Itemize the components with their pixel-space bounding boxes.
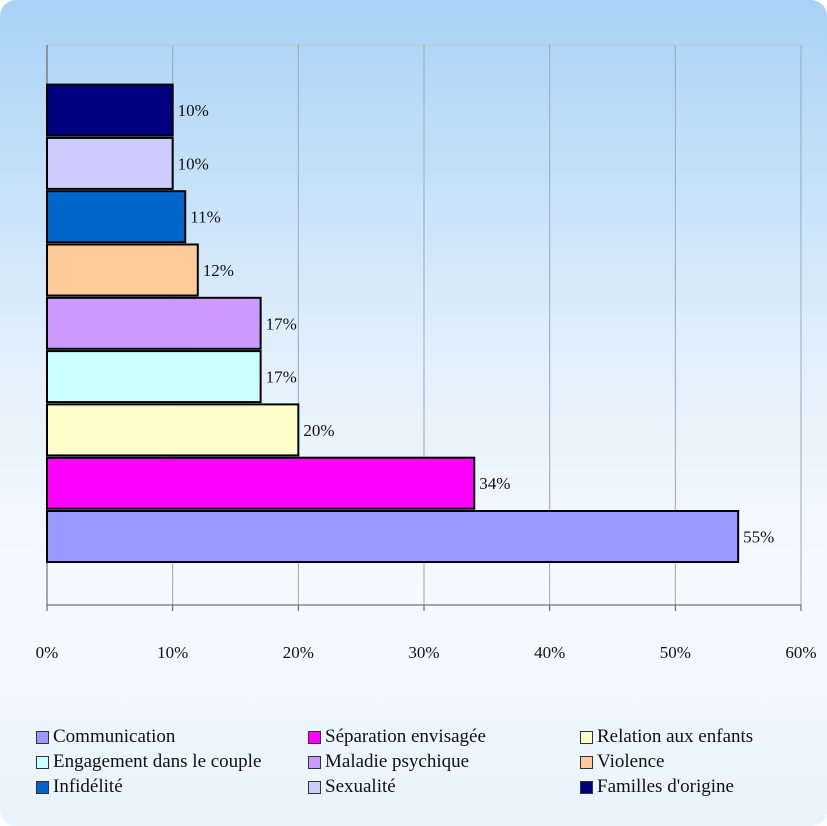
legend-swatch [580, 755, 593, 769]
bar [46, 83, 174, 137]
legend-label: Maladie psychique [325, 751, 470, 772]
legend-swatch [580, 730, 593, 744]
legend-swatch [580, 780, 593, 794]
bar [46, 243, 199, 297]
legend-swatch [308, 780, 321, 794]
bar [46, 350, 262, 404]
x-tick-label: 50% [660, 643, 691, 662]
legend-item: Relation aux enfants [580, 726, 816, 748]
legend-item: Maladie psychique [308, 751, 580, 773]
legend-swatch [308, 730, 321, 744]
legend-swatch [308, 755, 321, 769]
legend-label: Familles d'origine [597, 776, 734, 797]
legend-label: Séparation envisagée [325, 726, 486, 747]
legend: Communication Séparation envisagée Relatio… [36, 726, 816, 798]
bar [46, 296, 262, 350]
x-axis-ticks: 0% 10% 20% 30% 40% 50% 60% [36, 605, 817, 662]
bar [46, 510, 740, 563]
bars [46, 83, 740, 563]
x-tick-label: 40% [534, 643, 565, 662]
legend-label: Relation aux enfants [597, 726, 754, 747]
legend-label: Violence [597, 751, 665, 772]
data-label: 55% [743, 528, 774, 547]
legend-item: Familles d'origine [580, 776, 816, 798]
legend-swatch [36, 780, 49, 794]
x-tick-label: 60% [785, 643, 816, 662]
bar [46, 136, 174, 190]
data-label: 20% [303, 421, 334, 440]
x-tick-label: 20% [283, 643, 314, 662]
legend-label: Engagement dans le couple [53, 751, 262, 772]
data-label: 10% [178, 154, 209, 173]
data-label: 17% [266, 314, 297, 333]
data-labels: 55% 34% 20% 17% 17% 12% 11% 10% 10% [178, 101, 775, 546]
x-tick-label: 10% [157, 643, 188, 662]
data-label: 34% [479, 474, 510, 493]
legend-item: Infidélité [36, 776, 308, 798]
bar [46, 190, 187, 244]
legend-item: Engagement dans le couple [36, 751, 308, 773]
x-tick-label: 0% [36, 643, 59, 662]
legend-item: Violence [580, 751, 816, 773]
data-label: 11% [190, 208, 221, 227]
legend-label: Sexualité [325, 776, 396, 797]
legend-item: Séparation envisagée [308, 726, 580, 748]
legend-swatch [36, 730, 49, 744]
bar [46, 403, 300, 457]
legend-swatch [36, 755, 49, 769]
legend-label: Infidélité [53, 776, 123, 797]
legend-label: Communication [53, 726, 176, 747]
legend-item: Sexualité [308, 776, 580, 798]
x-tick-label: 30% [408, 643, 439, 662]
bar [46, 456, 476, 510]
legend-item: Communication [36, 726, 308, 748]
data-label: 12% [203, 261, 234, 280]
data-label: 17% [266, 368, 297, 387]
data-label: 10% [178, 101, 209, 120]
